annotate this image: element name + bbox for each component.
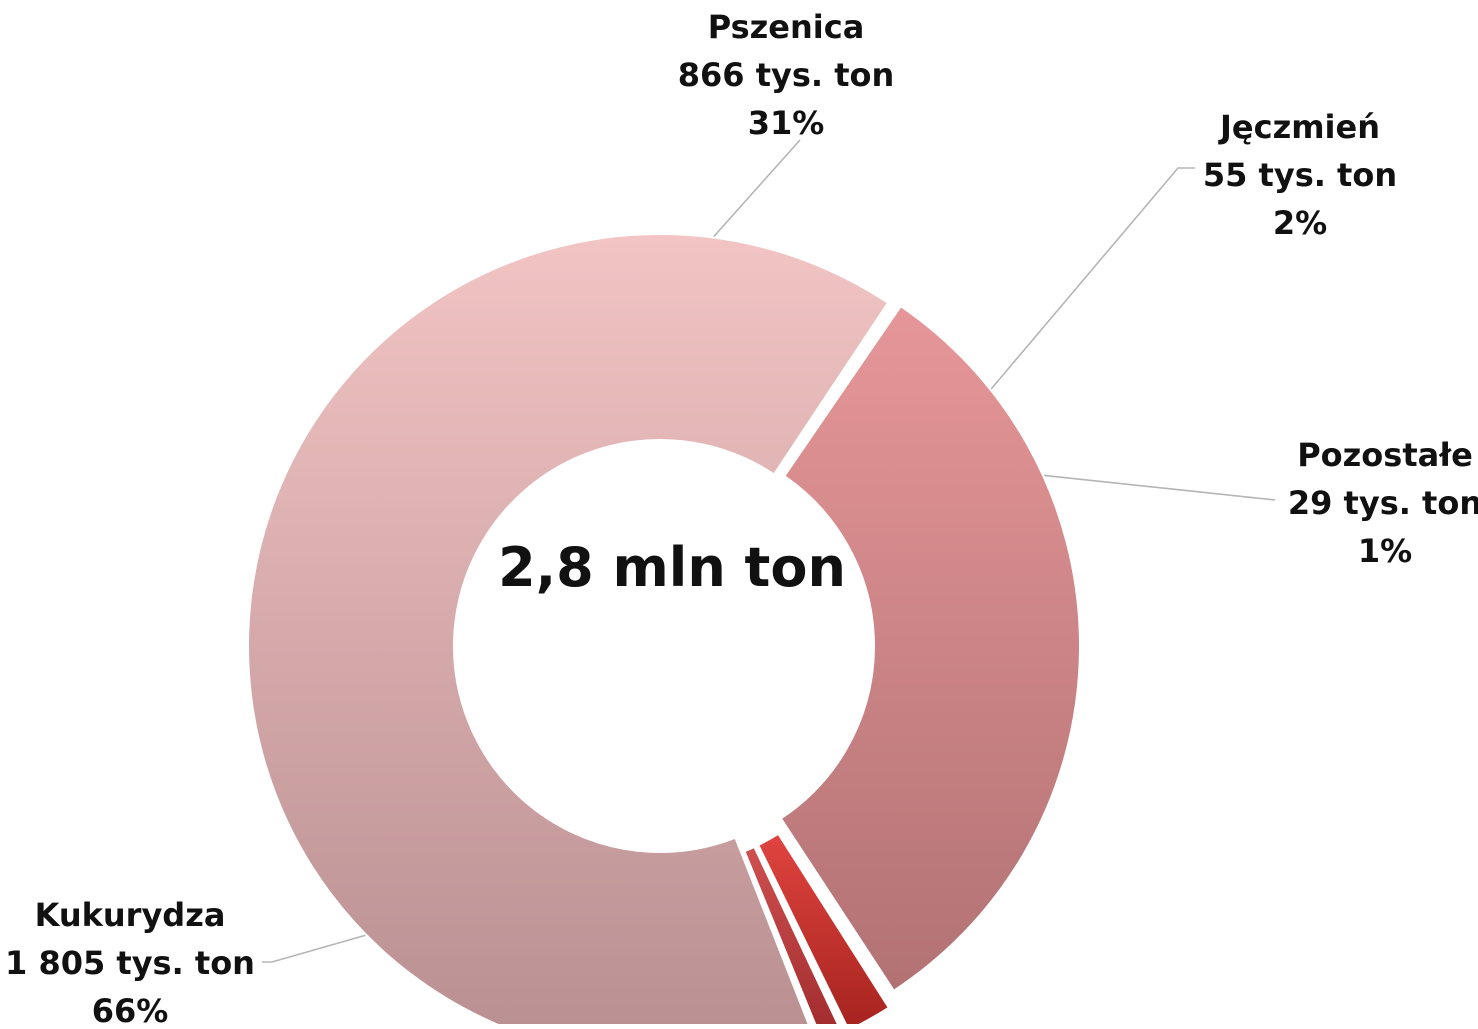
slice-pszenica [779, 304, 1081, 993]
slice-pozostałe [743, 845, 842, 1029]
label-value-kukurydza: 1 805 tys. ton [5, 944, 255, 982]
donut-slices [247, 233, 1081, 1029]
label-name-jęczmień: Jęczmień [1218, 108, 1380, 146]
label-name-pozostałe: Pozostałe [1297, 436, 1473, 474]
slice-jęczmień [756, 832, 891, 1029]
label-percent-pszenica: 31% [748, 104, 825, 142]
label-name-pszenica: Pszenica [708, 8, 865, 46]
slice-labels: Pszenica 866 tys. ton 31% Jęczmień 55 tys. t… [5, 8, 1478, 1029]
slice-kukurydza [247, 233, 890, 1029]
label-percent-jęczmień: 2% [1273, 204, 1327, 242]
center-total-label: 2,8 mln ton [498, 536, 846, 599]
leader-line-jęczmień [947, 167, 1195, 441]
label-value-pszenica: 866 tys. ton [678, 56, 895, 94]
label-percent-kukurydza: 66% [92, 992, 169, 1024]
label-value-jęczmień: 55 tys. ton [1203, 156, 1397, 194]
label-name-kukurydza: Kukurydza [35, 896, 226, 934]
leader-line-pszenica [699, 139, 801, 253]
label-percent-pozostałe: 1% [1358, 532, 1412, 570]
label-value-pozostałe: 29 tys. ton [1288, 484, 1478, 522]
